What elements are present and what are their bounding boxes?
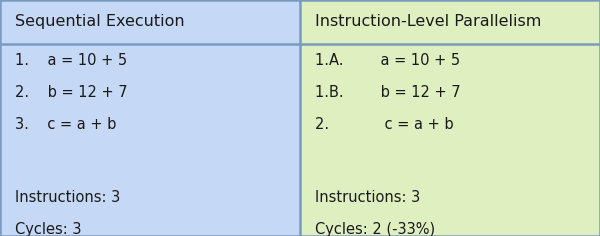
Text: Cycles: 3: Cycles: 3	[15, 222, 82, 236]
Text: 1.B.        b = 12 + 7: 1.B. b = 12 + 7	[315, 85, 461, 100]
Bar	[300, 0, 600, 44]
Text: Instructions: 3: Instructions: 3	[15, 190, 120, 205]
Text: Instruction-Level Parallelism: Instruction-Level Parallelism	[315, 14, 541, 29]
Text: 2.    b = 12 + 7: 2. b = 12 + 7	[15, 85, 128, 100]
Text: 1.    a = 10 + 5: 1. a = 10 + 5	[15, 53, 127, 68]
Bar	[0, 44, 300, 236]
Text: 1.A.        a = 10 + 5: 1.A. a = 10 + 5	[315, 53, 460, 68]
Bar	[300, 44, 600, 236]
Bar	[0, 0, 300, 44]
Text: Cycles: 2 (-33%): Cycles: 2 (-33%)	[315, 222, 435, 236]
Text: 3.    c = a + b: 3. c = a + b	[15, 117, 116, 132]
Text: Sequential Execution: Sequential Execution	[15, 14, 185, 29]
Text: Instructions: 3: Instructions: 3	[315, 190, 420, 205]
Text: 2.            c = a + b: 2. c = a + b	[315, 117, 454, 132]
